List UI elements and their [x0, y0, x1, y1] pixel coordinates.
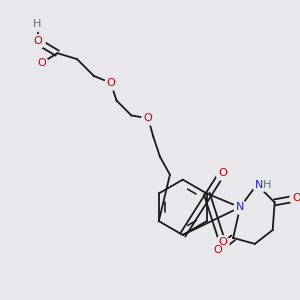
- Text: H: H: [262, 180, 271, 190]
- Text: O: O: [106, 78, 115, 88]
- Text: H: H: [33, 19, 42, 28]
- Text: O: O: [292, 194, 300, 203]
- Text: O: O: [37, 58, 46, 68]
- Text: O: O: [218, 168, 227, 178]
- Text: O: O: [144, 113, 153, 123]
- Text: O: O: [218, 237, 227, 247]
- Text: N: N: [255, 180, 263, 190]
- Text: N: N: [236, 202, 244, 212]
- Text: O: O: [33, 36, 42, 46]
- Text: O: O: [213, 245, 222, 255]
